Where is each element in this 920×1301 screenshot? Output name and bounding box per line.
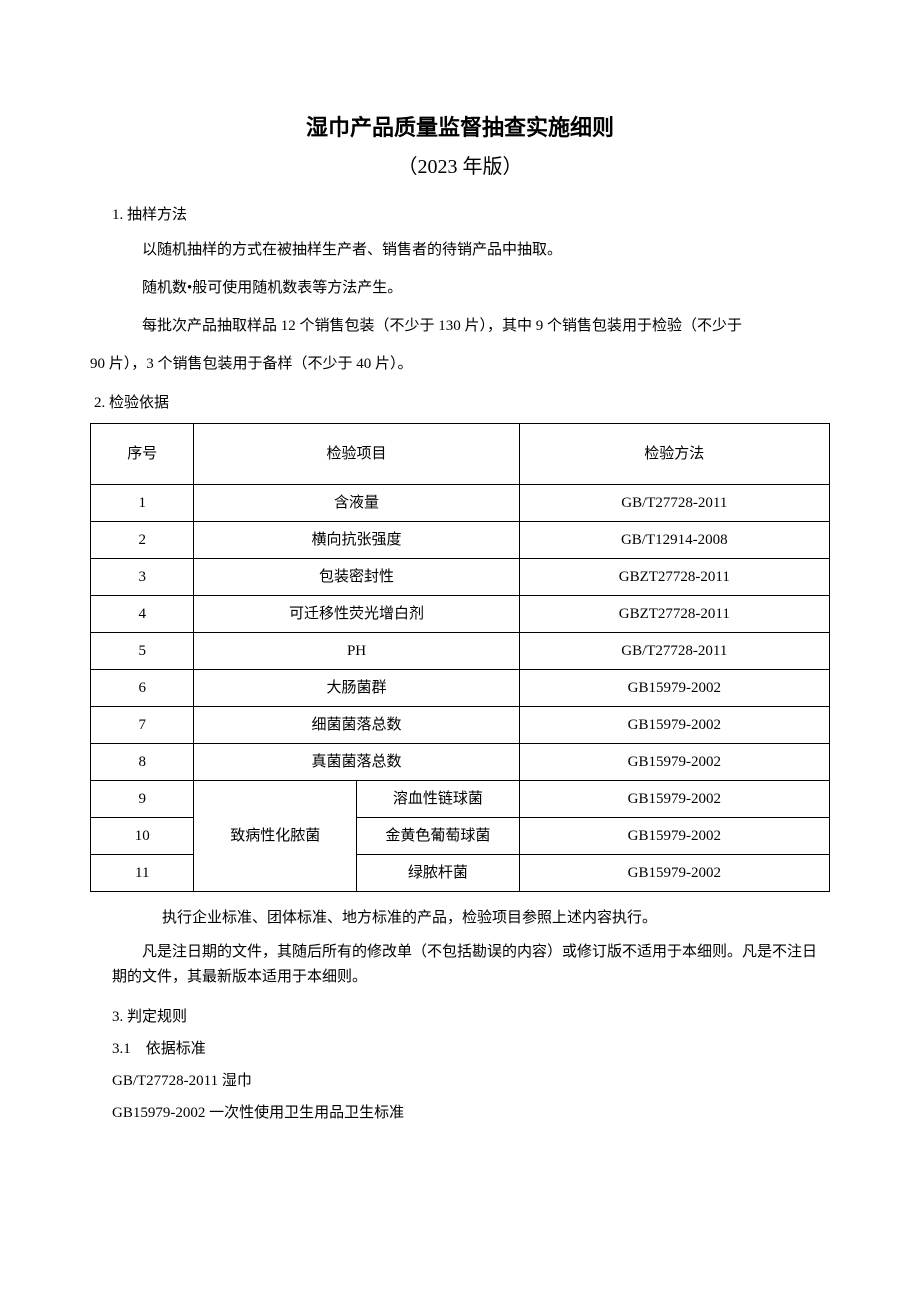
cell-seq: 11 [91, 855, 194, 892]
section-2-note1: 执行企业标准、团体标准、地方标准的产品，检验项目参照上述内容执行。 [132, 906, 830, 932]
table-row: 9 致病性化脓菌 溶血性链球菌 GB15979-2002 [91, 781, 830, 818]
cell-method: GB15979-2002 [519, 670, 829, 707]
document-subtitle: （2023 年版） [90, 151, 830, 183]
cell-group-label: 致病性化脓菌 [194, 781, 357, 892]
cell-seq: 6 [91, 670, 194, 707]
section-3-heading: 3. 判定规则 [112, 1005, 830, 1029]
table-row: 5 PH GB/T27728-2011 [91, 633, 830, 670]
cell-sub-item: 金黄色葡萄球菌 [357, 818, 520, 855]
cell-method: GB/T27728-2011 [519, 485, 829, 522]
section-1-p2: 随机数•般可使用随机数表等方法产生。 [112, 273, 830, 303]
cell-seq: 4 [91, 596, 194, 633]
cell-item: 真菌菌落总数 [194, 744, 519, 781]
cell-item: 含液量 [194, 485, 519, 522]
cell-seq: 5 [91, 633, 194, 670]
cell-method: GBZT27728-2011 [519, 596, 829, 633]
section-3-std1: GB/T27728-2011 湿巾 [112, 1069, 830, 1093]
cell-sub-item: 溶血性链球菌 [357, 781, 520, 818]
table-row: 2 横向抗张强度 GB/T12914-2008 [91, 522, 830, 559]
cell-seq: 8 [91, 744, 194, 781]
section-2-note2: 凡是注日期的文件，其随后所有的修改单（不包括勘误的内容）或修订版不适用于本细则。… [112, 940, 830, 991]
cell-item: 包装密封性 [194, 559, 519, 596]
cell-sub-item: 绿脓杆菌 [357, 855, 520, 892]
cell-method: GBZT27728-2011 [519, 559, 829, 596]
cell-seq: 9 [91, 781, 194, 818]
cell-method: GB15979-2002 [519, 707, 829, 744]
cell-method: GB/T27728-2011 [519, 633, 829, 670]
cell-seq: 2 [91, 522, 194, 559]
table-header-row: 序号 检验项目 检验方法 [91, 424, 830, 485]
section-2-heading: 2. 检验依据 [94, 391, 830, 415]
th-method: 检验方法 [519, 424, 829, 485]
cell-item: 大肠菌群 [194, 670, 519, 707]
inspection-table: 序号 检验项目 检验方法 1 含液量 GB/T27728-2011 2 横向抗张… [90, 423, 830, 892]
section-1-p3b: 90 片），3 个销售包装用于备样（不少于 40 片）。 [90, 349, 830, 379]
table-row: 8 真菌菌落总数 GB15979-2002 [91, 744, 830, 781]
cell-item: 可迁移性荧光增白剂 [194, 596, 519, 633]
section-1-heading: 1. 抽样方法 [112, 203, 830, 227]
cell-seq: 7 [91, 707, 194, 744]
cell-method: GB15979-2002 [519, 855, 829, 892]
section-1-p3a: 每批次产品抽取样品 12 个销售包装（不少于 130 片），其中 9 个销售包装… [112, 311, 830, 341]
cell-method: GB15979-2002 [519, 744, 829, 781]
section-1-p1: 以随机抽样的方式在被抽样生产者、销售者的待销产品中抽取。 [112, 235, 830, 265]
th-item: 检验项目 [194, 424, 519, 485]
cell-seq: 10 [91, 818, 194, 855]
cell-item: PH [194, 633, 519, 670]
cell-method: GB15979-2002 [519, 781, 829, 818]
table-row: 3 包装密封性 GBZT27728-2011 [91, 559, 830, 596]
document-title: 湿巾产品质量监督抽查实施细则 [90, 110, 830, 145]
cell-item: 横向抗张强度 [194, 522, 519, 559]
section-3-sub1: 3.1 依据标准 [112, 1037, 830, 1061]
th-seq: 序号 [91, 424, 194, 485]
cell-method: GB15979-2002 [519, 818, 829, 855]
cell-seq: 1 [91, 485, 194, 522]
cell-seq: 3 [91, 559, 194, 596]
section-3-std2: GB15979-2002 一次性使用卫生用品卫生标准 [112, 1101, 830, 1125]
table-row: 4 可迁移性荧光增白剂 GBZT27728-2011 [91, 596, 830, 633]
cell-method: GB/T12914-2008 [519, 522, 829, 559]
cell-item: 细菌菌落总数 [194, 707, 519, 744]
table-row: 6 大肠菌群 GB15979-2002 [91, 670, 830, 707]
table-row: 7 细菌菌落总数 GB15979-2002 [91, 707, 830, 744]
table-row: 1 含液量 GB/T27728-2011 [91, 485, 830, 522]
